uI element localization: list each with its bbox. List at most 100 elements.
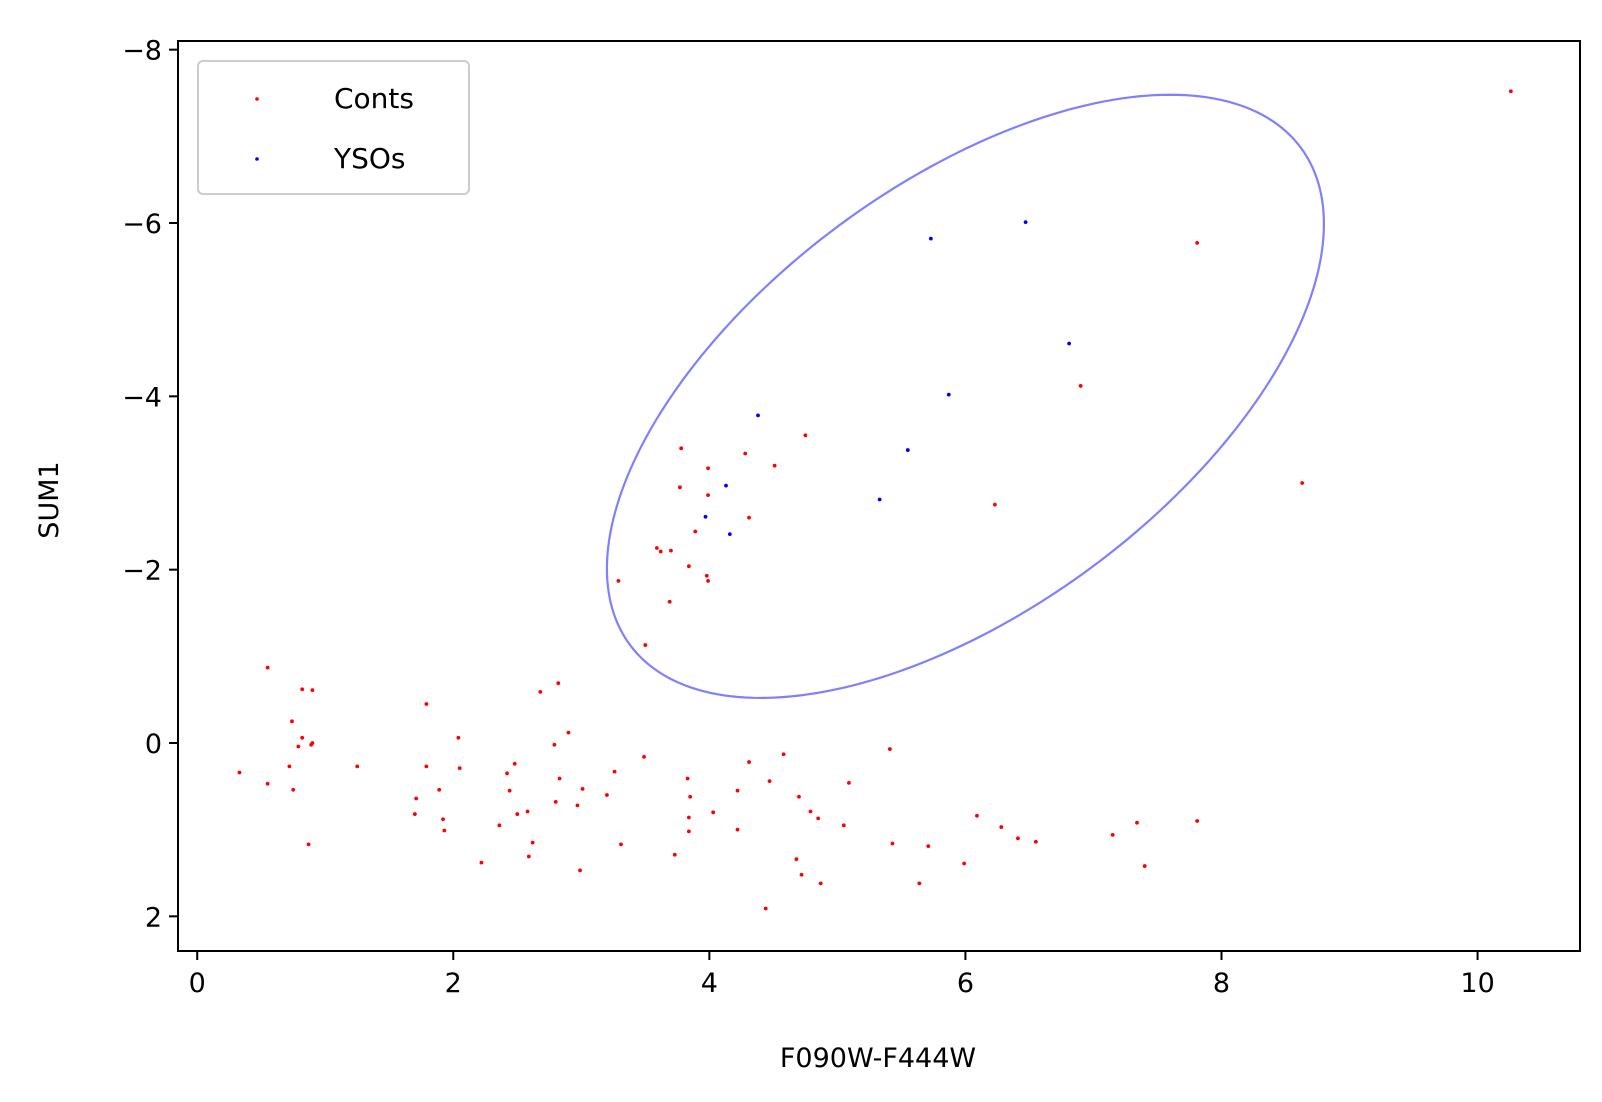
conts-point [686,815,691,820]
conts-point [552,742,557,747]
ysos-point [703,514,708,519]
conts-point [538,689,543,694]
ysos-point [905,448,910,452]
x-tick-label: 0 [189,968,206,999]
conts-point [706,493,710,498]
data-points [237,89,1513,911]
conts-point [300,735,305,740]
conts-point [310,741,315,745]
ysos-point [756,413,760,418]
conts-point [678,485,682,490]
conts-point [1195,819,1200,823]
y-tick-label: 0 [145,729,162,760]
conts-point [437,787,442,792]
ysos-point [877,497,882,502]
y-tick-label: −8 [122,36,162,67]
conts-point [743,451,748,456]
conts-point [265,665,270,670]
conts-point [441,817,445,822]
conts-point [735,827,740,832]
conts-point [580,787,585,791]
y-tick-label: 2 [145,902,162,933]
conts-point [847,780,851,785]
conts-point [685,776,690,781]
legend-label-conts: Conts [334,82,414,115]
legend-marker-ysos [255,157,259,161]
conts-point [505,771,509,776]
axes: 0 2 4 6 8 10 −8 −6 −4 −2 0 2 [122,36,1581,999]
conts-point [658,549,663,554]
conts-point [442,828,447,833]
conts-point [1300,481,1305,485]
conts-point [1078,384,1083,388]
conts-point [265,781,270,786]
x-tick-label: 6 [957,968,974,999]
conts-point [747,515,751,520]
conts-point [310,688,315,693]
conts-point [654,546,659,550]
selection-ellipse [605,93,1326,700]
conts-point [300,687,305,692]
y-axis-label: SUM1 [34,461,65,538]
conts-point [767,779,772,784]
ysos-point [1023,220,1028,225]
conts-point [917,881,922,886]
conts-point [479,860,484,865]
legend: Conts YSOs [197,60,470,195]
x-tick-label: 2 [445,968,462,999]
legend-label-ysos: YSOs [333,142,406,175]
conts-point [643,643,648,647]
conts-point [890,841,895,846]
conts-point [962,861,967,866]
conts-point [497,823,502,828]
conts-point [772,463,777,468]
conts-point [578,868,582,873]
conts-point [808,809,813,814]
ysos-point [928,236,933,241]
conts-point [566,730,571,735]
y-tick-label: −2 [122,556,162,587]
conts-point [887,747,892,751]
legend-marker-conts [255,97,259,101]
conts-point [237,770,242,775]
conts-point [975,813,979,818]
conts-point [816,816,821,821]
conts-point [507,788,512,793]
conts-point [799,872,804,877]
conts-point [669,548,673,553]
ysos-point [724,483,728,488]
conts-point [688,794,693,799]
conts-point [686,564,691,569]
conts-point [781,752,786,757]
ysos-point [946,392,951,397]
conts-point [412,812,417,816]
conts-point [512,761,517,766]
conts-point [1142,864,1147,868]
y-tick-label: −6 [122,209,162,240]
x-tick-label: 8 [1213,968,1230,999]
conts-point [711,810,716,815]
conts-point [575,803,580,808]
conts-point [306,842,311,847]
conts-point [556,681,561,686]
plot-frame [177,40,1581,952]
conts-point [999,825,1004,829]
x-axis-label: F090W-F444W [780,1043,976,1074]
conts-point [557,776,562,781]
conts-point [457,766,462,771]
conts-point [291,787,296,792]
selection-ellipse-group [605,93,1326,700]
conts-point [605,793,609,797]
legend-box [197,60,470,195]
conts-point [797,794,801,799]
conts-point [926,844,931,849]
conts-point [679,446,684,451]
conts-point [553,800,558,804]
conts-point [706,579,710,583]
conts-point [616,579,621,583]
conts-point [1110,832,1115,837]
y-tick-label: −4 [122,382,162,413]
conts-point [747,760,751,764]
conts-point [1016,836,1020,841]
